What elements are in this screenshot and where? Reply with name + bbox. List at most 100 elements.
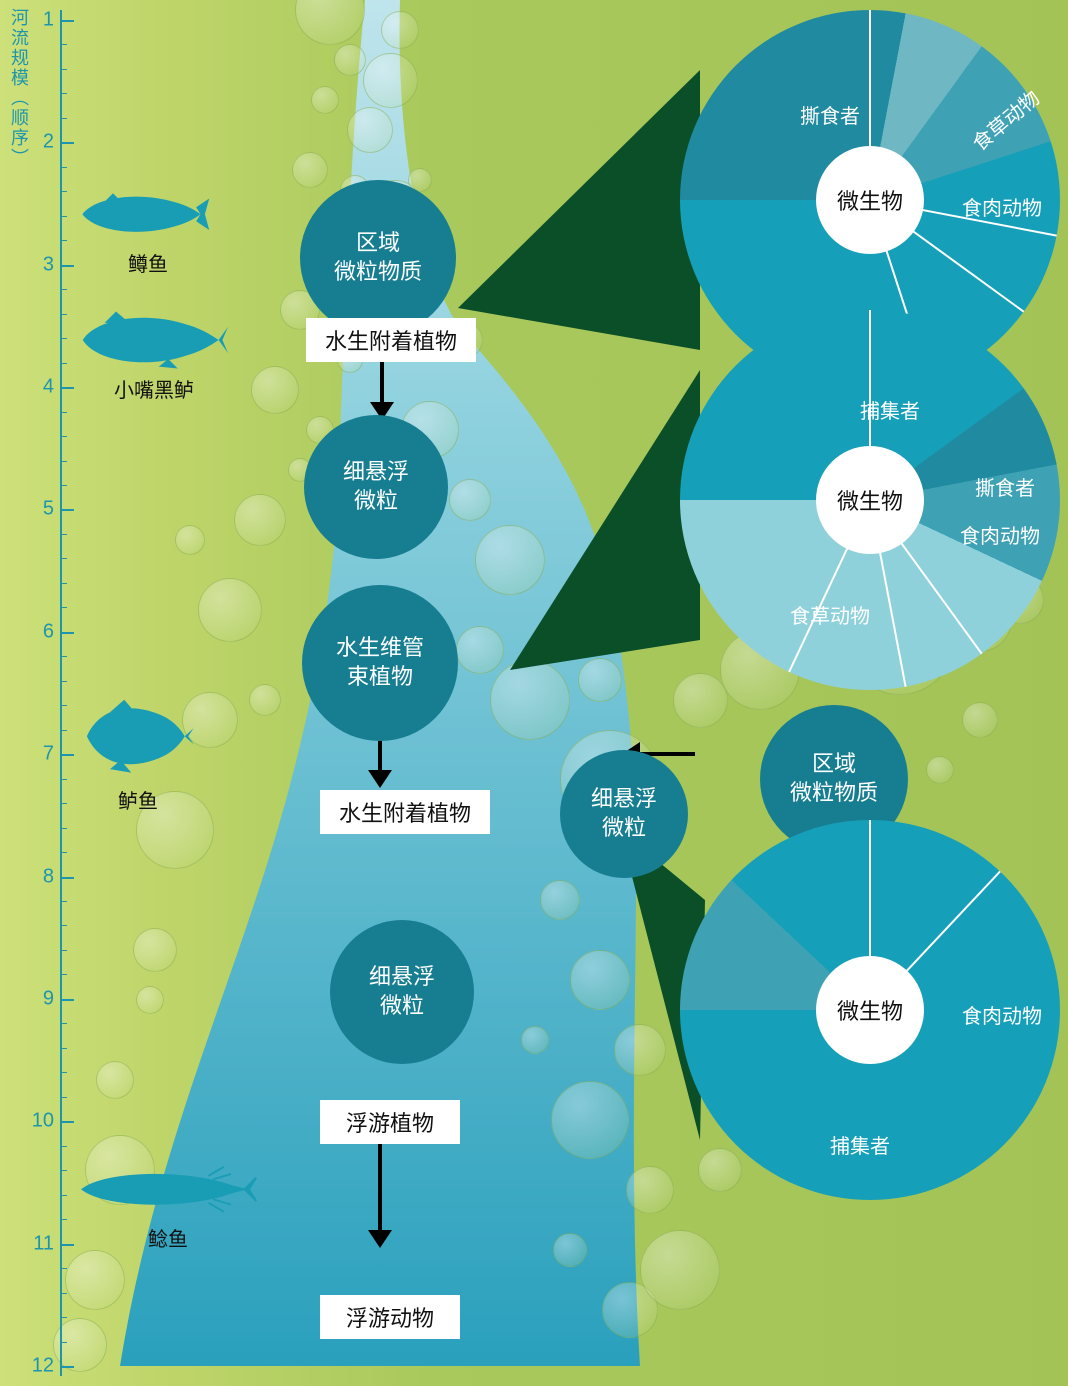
axis-minor-tick <box>60 1268 67 1269</box>
axis-tick <box>60 632 74 634</box>
axis-minor-tick <box>60 558 67 559</box>
axis-tick-label: 10 <box>30 1110 54 1133</box>
axis-tick-label: 8 <box>30 865 54 888</box>
axis-minor-tick <box>60 167 67 168</box>
donut-slice-label: 食肉动物 <box>962 1000 1042 1029</box>
axis-tick-label: 11 <box>30 1232 54 1255</box>
axis-minor-tick <box>60 1048 67 1049</box>
axis-tick <box>60 265 74 267</box>
axis-tick-label: 4 <box>30 376 54 399</box>
arrow-down <box>380 356 384 402</box>
axis-tick-label: 2 <box>30 131 54 154</box>
fish-icon-f1 <box>78 188 218 244</box>
axis-minor-tick <box>60 363 67 364</box>
node-n6: 细悬浮微粒 <box>330 920 474 1064</box>
donut-center-label: 微生物 <box>816 146 924 254</box>
axis-minor-tick <box>60 191 67 192</box>
axis-minor-tick <box>60 314 67 315</box>
axis-tick-label: 6 <box>30 620 54 643</box>
axis-minor-tick <box>60 1170 67 1171</box>
axis-minor-tick <box>60 1072 67 1073</box>
fish-icon-f4 <box>78 1165 258 1219</box>
axis-tick <box>60 1244 74 1246</box>
label-box-b4: 浮游动物 <box>320 1295 460 1339</box>
axis-minor-tick <box>60 485 67 486</box>
fish-label: 小嘴黑鲈 <box>78 374 230 403</box>
axis-minor-tick <box>60 779 67 780</box>
arrow-down-head <box>368 1230 392 1248</box>
axis-minor-tick <box>60 534 67 535</box>
donut-center-label: 微生物 <box>816 956 924 1064</box>
axis-tick-label: 12 <box>30 1355 54 1378</box>
axis-minor-tick <box>60 705 67 706</box>
fish-label: 鲈鱼 <box>78 785 198 814</box>
axis-minor-tick <box>60 1146 67 1147</box>
donut-slice-label: 捕集者 <box>860 395 920 424</box>
axis-minor-tick <box>60 607 67 608</box>
axis-tick <box>60 387 74 389</box>
axis-minor-tick <box>60 974 67 975</box>
label-box-b1: 水生附着植物 <box>306 318 476 362</box>
arrow-down-head <box>368 770 392 788</box>
donut-slice-label: 撕食者 <box>975 472 1035 501</box>
axis-minor-tick <box>60 803 67 804</box>
axis-tick <box>60 754 74 756</box>
axis-minor-tick <box>60 901 67 902</box>
axis-tick-label: 1 <box>30 9 54 32</box>
axis-tick <box>60 1366 74 1368</box>
axis-minor-tick <box>60 583 67 584</box>
axis-tick <box>60 877 74 879</box>
axis-minor-tick <box>60 412 67 413</box>
node-n4: 细悬浮微粒 <box>560 750 688 878</box>
axis-minor-tick <box>60 1219 67 1220</box>
axis-tick <box>60 509 74 511</box>
arrow-down <box>378 1140 382 1230</box>
axis-title: 河流规模（顺序） <box>6 8 32 168</box>
node-n2: 细悬浮微粒 <box>304 415 448 559</box>
donut-slice-label: 食肉动物 <box>960 520 1040 549</box>
axis-minor-tick <box>60 950 67 951</box>
axis-minor-tick <box>60 828 67 829</box>
fish-icon-f3 <box>78 695 198 781</box>
axis-minor-tick <box>60 289 67 290</box>
axis-minor-tick <box>60 216 67 217</box>
axis-minor-tick <box>60 44 67 45</box>
donut-slice-label: 食肉动物 <box>962 192 1042 221</box>
axis-tick <box>60 1121 74 1123</box>
donut-slice-label: 捕集者 <box>830 1130 890 1159</box>
label-box-b3: 浮游植物 <box>320 1100 460 1144</box>
axis-minor-tick <box>60 1097 67 1098</box>
axis-minor-tick <box>60 436 67 437</box>
pointer-triangle <box>458 70 700 350</box>
axis-minor-tick <box>60 852 67 853</box>
node-n3: 水生维管束植物 <box>302 585 458 741</box>
donut-slice-label: 撕食者 <box>800 100 860 129</box>
fish-icon-f2 <box>78 310 230 370</box>
axis-minor-tick <box>60 93 67 94</box>
axis-tick-label: 7 <box>30 743 54 766</box>
node-n1: 区域微粒物质 <box>300 180 456 336</box>
axis-tick-label: 5 <box>30 498 54 521</box>
axis-minor-tick <box>60 656 67 657</box>
axis-tick <box>60 999 74 1001</box>
pointer-triangle <box>510 370 700 670</box>
axis-minor-tick <box>60 1342 67 1343</box>
axis-minor-tick <box>60 69 67 70</box>
axis-tick <box>60 20 74 22</box>
axis-minor-tick <box>60 338 67 339</box>
label-box-b2: 水生附着植物 <box>320 790 490 834</box>
river-continuum-diagram: 河流规模（顺序） 123456789101112 鳟鱼小嘴黑鲈鲈鱼鲶鱼 区域微粒… <box>0 0 1068 1386</box>
fish-label: 鳟鱼 <box>78 248 218 277</box>
donut-slice-label: 食草动物 <box>790 600 870 629</box>
axis-minor-tick <box>60 240 67 241</box>
axis-tick-label: 3 <box>30 253 54 276</box>
axis-minor-tick <box>60 1317 67 1318</box>
axis-minor-tick <box>60 118 67 119</box>
axis-minor-tick <box>60 1023 67 1024</box>
axis-minor-tick <box>60 1293 67 1294</box>
axis-minor-tick <box>60 1195 67 1196</box>
axis-minor-tick <box>60 925 67 926</box>
donut-center-label: 微生物 <box>816 446 924 554</box>
axis-minor-tick <box>60 461 67 462</box>
axis-minor-tick <box>60 681 67 682</box>
